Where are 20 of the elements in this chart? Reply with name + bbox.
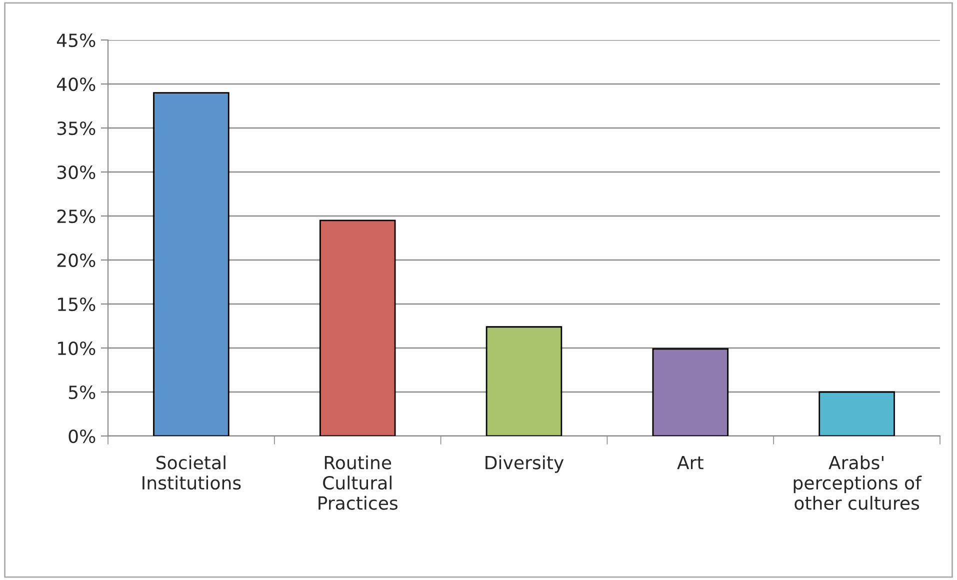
bar [818,391,895,436]
x-tick-label: Arabs' perceptions of other cultures [794,455,922,510]
y-tick-label: 25% [57,209,96,224]
y-tick-label: 15% [58,297,96,312]
bar [486,326,562,436]
x-tick-label: Routine Cultural Practices [318,455,398,510]
y-tick-label: 0% [68,429,96,444]
x-tick-label: Societal Institutions [142,455,241,490]
y-tick-label: 35% [57,121,96,136]
x-tick-label: Art [677,456,704,470]
y-tick-label: 10% [58,341,96,356]
x-tick-label: Diversity [486,455,564,473]
y-tick-label: 45% [56,33,96,48]
y-tick-label: 30% [57,165,96,180]
y-tick-label: 5% [68,385,96,400]
y-tick-label: 40% [56,77,96,92]
bar [153,92,230,436]
y-tick-label: 20% [57,253,96,268]
bar [652,348,729,436]
bar [319,220,396,436]
